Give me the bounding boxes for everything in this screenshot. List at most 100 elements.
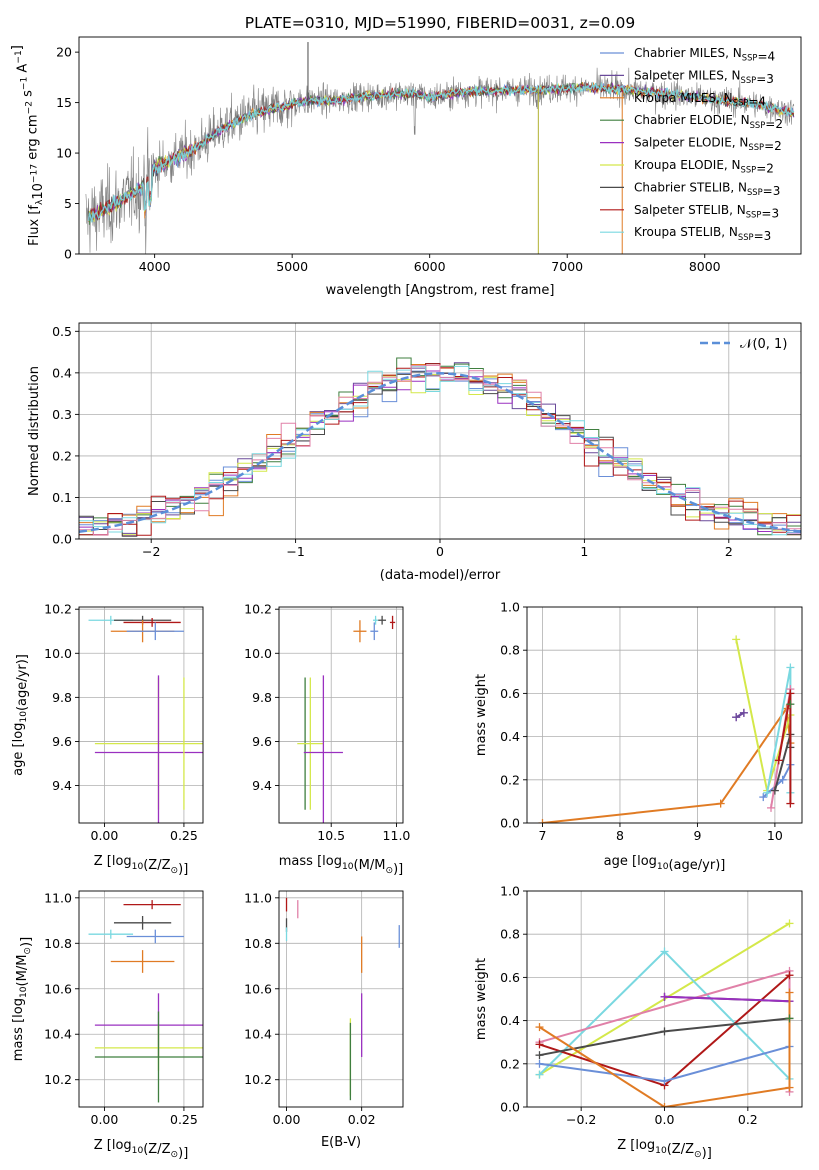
legend-entry-part: Kroupa STELIB, N <box>634 225 738 239</box>
legend-entry-part: =2 <box>764 139 782 153</box>
y-tick-label: 15 <box>56 95 72 110</box>
legend-entry: Kroupa ELODIE, NSSP=2 <box>634 158 774 176</box>
y-axis-label: age [log10(age/yr)] <box>11 654 30 776</box>
y-axis-label: mass [log10(M/M⊙)] <box>11 937 34 1061</box>
legend-entry: Kroupa STELIB, NSSP=3 <box>634 225 771 243</box>
x-tick-label: 2 <box>725 544 733 559</box>
y-tick-label: 10.0 <box>244 646 272 661</box>
y-tick-label: 0.5 <box>52 324 72 339</box>
errorbar-point <box>113 916 172 930</box>
errorbar-point <box>297 677 324 810</box>
weight-line <box>542 705 792 823</box>
errorbar-point <box>123 900 181 910</box>
x-axis-label-part: 10 <box>342 862 354 872</box>
x-tick-label: 0.0 <box>655 1112 675 1127</box>
y-tick-label: 5 <box>64 196 72 211</box>
legend-entry-part: SSP <box>738 232 754 242</box>
legend-entry: Salpeter STELIB, NSSP=3 <box>634 203 779 221</box>
y-axis-label-part: erg cm <box>26 114 41 163</box>
plot-content <box>538 635 795 823</box>
axes-age_vs_Z: 0.00 0.259.49.69.810.010.2Z [log10(Z/Z⊙)]… <box>11 602 204 877</box>
x-tick-label: 0.2 <box>738 1112 758 1127</box>
x-tick-label: −0.2 <box>566 1112 596 1127</box>
x-tick-label: 8 <box>616 828 624 843</box>
y-axis-label-part: ⊙ <box>23 947 33 955</box>
observed-spectrum <box>85 67 795 254</box>
legend-entry-part: SSP <box>750 120 766 130</box>
legend-entry-part: SSP <box>741 75 757 85</box>
legend-entry: Chabrier STELIB, NSSP=3 <box>634 180 780 198</box>
legend-entry-part: SSP <box>747 187 763 197</box>
y-axis-label-part: age [log <box>11 723 26 776</box>
chart-title: PLATE=0310, MJD=51990, FIBERID=0031, z=0… <box>245 14 635 32</box>
y-tick-label: 0.3 <box>52 407 72 422</box>
x-tick-label: 4000 <box>139 259 171 274</box>
legend-entry-part: Chabrier STELIB, N <box>634 180 747 194</box>
plot-content <box>88 900 203 1103</box>
errorbar-point <box>372 615 379 625</box>
y-tick-label: 0.0 <box>500 1100 520 1115</box>
y-axis-label-part: 10 <box>19 711 29 723</box>
y-axis-label-part: Flux [f <box>27 205 42 246</box>
grid <box>79 891 203 1107</box>
plot-area <box>279 607 403 823</box>
x-tick-label: 0.02 <box>348 1112 376 1127</box>
y-axis-label-part: s <box>21 90 36 101</box>
x-axis-label: wavelength [Angstrom, rest frame] <box>326 283 555 298</box>
plot-area <box>79 607 203 823</box>
x-axis-label-part: 10 <box>655 1146 667 1156</box>
x-tick-label: 1 <box>580 544 588 559</box>
plot-content <box>85 42 795 254</box>
y-tick-label: 9.8 <box>252 690 272 705</box>
legend-entry: Chabrier ELODIE, NSSP=2 <box>634 113 783 131</box>
errorbar-point <box>126 929 184 944</box>
legend-entry-part: =3 <box>756 72 774 86</box>
y-axis-label: Normed distribution <box>27 366 42 496</box>
x-tick-label: 5000 <box>276 259 308 274</box>
plot-area <box>279 891 403 1107</box>
legend-entry-part: =3 <box>763 184 781 198</box>
x-tick-label: 0.25 <box>170 828 198 843</box>
y-tick-label: 10.4 <box>44 1027 72 1042</box>
axes-weight_vs_Z: −0.2 0.0 0.2 0.0 0.2 0.4 0.6 0.8 1.0 Z [log10(Z/Z… <box>474 884 803 1161</box>
x-axis-label-part: (age/yr)] <box>668 858 725 873</box>
x-axis-label-part: )] <box>178 862 188 877</box>
y-tick-label: 10.6 <box>244 981 272 996</box>
legend-entry-part: SSP <box>733 97 749 107</box>
y-tick-label: 10.2 <box>244 1072 272 1087</box>
legend-entry-part: =2 <box>756 162 774 176</box>
legend-entry-part: Salpeter ELODIE, N <box>634 136 748 150</box>
y-axis-label-part: −1 <box>14 50 24 63</box>
axes-spectrum: 4000 5000 6000 7000 8000 0 5 10 15 20 PLATE=0310, … <box>10 14 802 298</box>
y-tick-label: 0.8 <box>500 643 520 658</box>
y-tick-label: 0.6 <box>500 970 520 985</box>
axes-frame <box>78 606 204 824</box>
legend-entry-part: =3 <box>754 229 772 243</box>
x-axis-label: age [log10(age/yr)] <box>604 854 726 873</box>
errorbar-point <box>94 1011 203 1103</box>
errorbar-point <box>389 615 396 630</box>
errorbar-point <box>123 618 181 627</box>
y-tick-label: 10.4 <box>244 1027 272 1042</box>
y-axis-label: mass weight <box>474 958 489 1040</box>
legend-entry: Salpeter ELODIE, NSSP=2 <box>634 136 782 154</box>
errorbar-point <box>126 622 184 641</box>
y-tick-label: 0.2 <box>500 1056 520 1071</box>
y-axis-label-part: −17 <box>30 164 40 183</box>
x-axis-label: mass [log10(M/M⊙)] <box>279 854 403 877</box>
y-tick-label: 0.4 <box>52 365 72 380</box>
y-axis-label-part: (age/yr)] <box>15 654 30 711</box>
x-tick-label: 9 <box>693 828 701 843</box>
histogram-step <box>79 364 801 536</box>
y-tick-label: 11.0 <box>244 890 272 905</box>
y-axis-label-part: )] <box>19 937 34 947</box>
legend-entry-part: =4 <box>748 94 766 108</box>
x-axis-label: E(B-V) <box>321 1135 361 1150</box>
y-tick-label: 9.6 <box>252 734 272 749</box>
y-tick-label: 10.8 <box>244 936 272 951</box>
grid <box>279 607 403 823</box>
x-axis-label: Z [log10(Z/Z⊙)] <box>617 1138 712 1161</box>
legend-entry-part: Salpeter MILES, N <box>634 68 741 82</box>
